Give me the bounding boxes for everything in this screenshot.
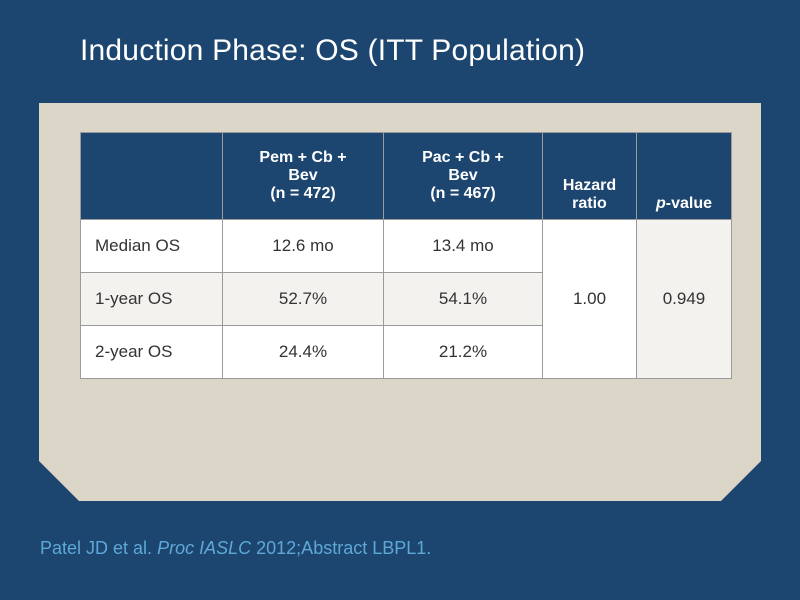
table-row: 1-year OS 52.7% 54.1% bbox=[80, 272, 732, 326]
slide-title: Induction Phase: OS (ITT Population) bbox=[80, 34, 586, 67]
header-p-italic: p bbox=[655, 195, 666, 212]
header-pem-line1: Pem + Cb + bbox=[259, 149, 347, 166]
citation-authors: Patel JD et al. bbox=[40, 538, 153, 558]
cell-p-value: 0.949 bbox=[636, 219, 732, 379]
header-pem-line2: Bev bbox=[288, 167, 318, 184]
header-pac-line2: Bev bbox=[448, 167, 478, 184]
header-pac-line3: (n = 467) bbox=[430, 185, 496, 202]
cell-pem-1yr-os: 52.7% bbox=[222, 272, 384, 326]
table-header-row: Pem + Cb + Bev (n = 472) Pac + Cb + Bev … bbox=[80, 132, 732, 220]
row-label-median-os: Median OS bbox=[80, 219, 223, 273]
table-row: 2-year OS 24.4% 21.2% bbox=[80, 325, 732, 379]
row-label-2yr-os: 2-year OS bbox=[80, 325, 223, 379]
header-p-rest: -value bbox=[665, 195, 713, 212]
header-hazard-ratio: Hazard ratio bbox=[542, 132, 637, 220]
header-p-value: p-value bbox=[636, 132, 732, 220]
header-pem-line3: (n = 472) bbox=[270, 185, 336, 202]
header-pem-arm: Pem + Cb + Bev (n = 472) bbox=[222, 132, 384, 220]
citation: Patel JD et al. Proc IASLC 2012;Abstract… bbox=[40, 538, 431, 559]
cell-pem-2yr-os: 24.4% bbox=[222, 325, 384, 379]
header-hr-line1: Hazard bbox=[562, 177, 617, 194]
citation-rest: 2012;Abstract LBPL1. bbox=[256, 538, 432, 558]
cell-pac-1yr-os: 54.1% bbox=[383, 272, 543, 326]
cell-pem-median-os: 12.6 mo bbox=[222, 219, 384, 273]
citation-journal: Proc IASLC bbox=[157, 538, 252, 558]
cell-hazard-ratio: 1.00 bbox=[542, 219, 637, 379]
overall-survival-table: Pem + Cb + Bev (n = 472) Pac + Cb + Bev … bbox=[80, 132, 732, 379]
cell-pac-2yr-os: 21.2% bbox=[383, 325, 543, 379]
row-label-1yr-os: 1-year OS bbox=[80, 272, 223, 326]
table-row: Median OS 12.6 mo 13.4 mo 1.00 0.949 bbox=[80, 219, 732, 379]
header-pac-line1: Pac + Cb + bbox=[422, 149, 504, 166]
header-hr-line2: ratio bbox=[572, 195, 607, 212]
cell-pac-median-os: 13.4 mo bbox=[383, 219, 543, 273]
header-empty bbox=[80, 132, 223, 220]
header-pac-arm: Pac + Cb + Bev (n = 467) bbox=[383, 132, 543, 220]
